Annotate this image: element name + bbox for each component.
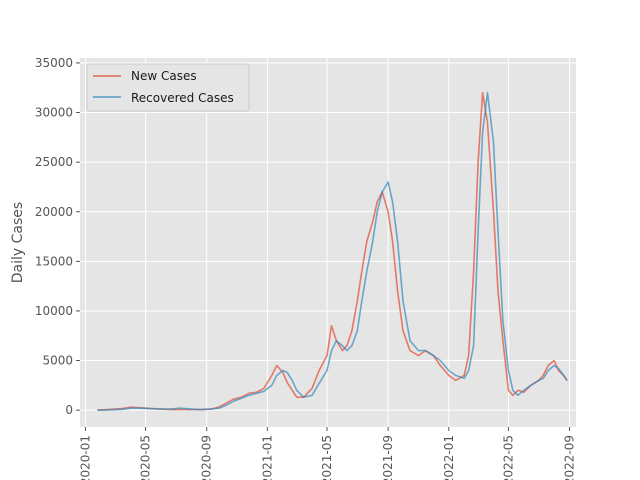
y-tick-label: 5000 <box>42 354 73 368</box>
x-tick-label: 2020-01 <box>78 435 92 480</box>
series-line-new-cases <box>97 91 568 411</box>
y-tick-label: 0 <box>65 403 73 417</box>
legend: New Cases Recovered Cases <box>86 63 250 112</box>
x-tick-label: 2022-05 <box>501 435 515 480</box>
y-tick-label: 30000 <box>35 106 73 120</box>
y-tick-label: 10000 <box>35 304 73 318</box>
y-tick-label: 20000 <box>35 205 73 219</box>
legend-label-recovered-cases: Recovered Cases <box>131 91 234 105</box>
y-tick-label: 35000 <box>35 56 73 70</box>
legend-label-new-cases: New Cases <box>131 69 197 83</box>
x-axis-ticks: 2020-01 2020-05 2020-09 2021-01 2021-05 2021-… <box>78 427 577 480</box>
x-tick-label: 2021-01 <box>260 435 274 480</box>
x-tick-label: 2021-05 <box>320 435 334 480</box>
x-tick-label: 2022-01 <box>442 435 456 480</box>
series-line-recovered-cases <box>97 91 568 411</box>
plot-background <box>80 58 576 427</box>
y-tick-label: 15000 <box>35 254 73 268</box>
x-tick-label: 2022-09 <box>563 435 577 480</box>
x-tick-label: 2020-05 <box>139 435 153 480</box>
x-tick-label: 2020-09 <box>200 435 214 480</box>
legend-box <box>86 63 250 112</box>
series-layer <box>97 91 568 411</box>
y-axis-ticks: 0 5000 10000 15000 20000 25000 30000 35000 <box>35 56 80 417</box>
x-tick-label: 2021-09 <box>381 435 395 480</box>
y-tick-label: 25000 <box>35 155 73 169</box>
y-axis-label: Daily Cases <box>10 202 26 283</box>
